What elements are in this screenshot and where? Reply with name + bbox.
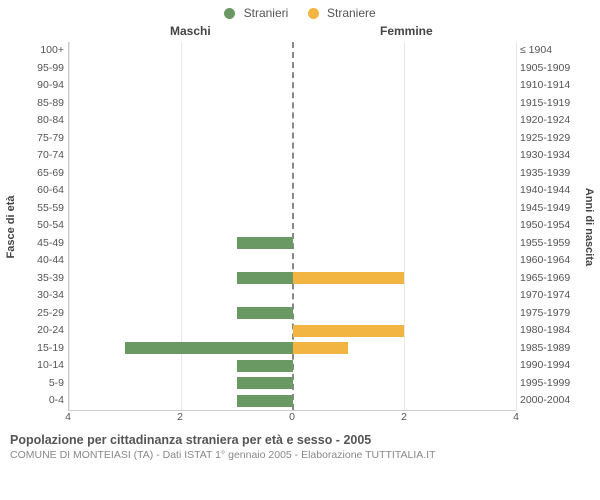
bar-row <box>69 80 516 92</box>
legend-item-male[interactable]: Stranieri <box>224 6 291 20</box>
bar-row <box>69 342 516 354</box>
bar-female[interactable] <box>293 272 405 284</box>
age-label: 65-69 <box>18 165 64 183</box>
bar-row <box>69 237 516 249</box>
bar-male[interactable] <box>237 307 293 319</box>
column-headers: Maschi Femmine <box>0 24 600 42</box>
bar-row <box>69 45 516 57</box>
birth-label: 1985-1989 <box>520 340 582 358</box>
bar-male[interactable] <box>237 272 293 284</box>
bar-row <box>69 115 516 127</box>
birth-label: ≤ 1904 <box>520 42 582 60</box>
age-label: 85-89 <box>18 95 64 113</box>
y-axis-label-left: Fasce di età <box>4 42 18 411</box>
header-female: Femmine <box>380 24 433 38</box>
birth-label: 1965-1969 <box>520 270 582 288</box>
bar-row <box>69 360 516 372</box>
age-labels: 100+95-9990-9485-8980-8475-7970-7465-696… <box>18 42 68 411</box>
age-label: 95-99 <box>18 60 64 78</box>
age-label: 100+ <box>18 42 64 60</box>
x-axis: 4 2 0 2 4 <box>0 411 600 427</box>
bar-row <box>69 272 516 284</box>
chart: Fasce di età 100+95-9990-9485-8980-8475-… <box>0 42 600 411</box>
y-axis-label-right: Anni di nascita <box>582 42 596 411</box>
age-label: 75-79 <box>18 130 64 148</box>
header-male: Maschi <box>170 24 211 38</box>
legend: Stranieri Straniere <box>0 0 600 24</box>
bar-row <box>69 377 516 389</box>
age-label: 0-4 <box>18 392 64 410</box>
birth-label: 2000-2004 <box>520 392 582 410</box>
bar-row <box>69 220 516 232</box>
x-tick-label: 4 <box>513 411 519 423</box>
chart-subtitle: COMUNE DI MONTEIASI (TA) - Dati ISTAT 1°… <box>10 449 590 461</box>
age-label: 35-39 <box>18 270 64 288</box>
bar-row <box>69 132 516 144</box>
age-label: 5-9 <box>18 375 64 393</box>
birth-label: 1980-1984 <box>520 322 582 340</box>
bar-row <box>69 97 516 109</box>
age-label: 90-94 <box>18 77 64 95</box>
bar-row <box>69 167 516 179</box>
birth-label: 1995-1999 <box>520 375 582 393</box>
birth-label: 1920-1924 <box>520 112 582 130</box>
age-label: 30-34 <box>18 287 64 305</box>
legend-label-female: Straniere <box>327 6 376 20</box>
age-label: 25-29 <box>18 305 64 323</box>
birth-label: 1970-1974 <box>520 287 582 305</box>
bar-row <box>69 185 516 197</box>
gridline <box>516 42 517 410</box>
birth-label: 1930-1934 <box>520 147 582 165</box>
bar-row <box>69 290 516 302</box>
age-label: 80-84 <box>18 112 64 130</box>
bar-row <box>69 395 516 407</box>
x-tick-label: 2 <box>177 411 183 423</box>
bar-row <box>69 202 516 214</box>
age-label: 70-74 <box>18 147 64 165</box>
bar-row <box>69 150 516 162</box>
birth-label: 1925-1929 <box>520 130 582 148</box>
x-tick-label: 2 <box>401 411 407 423</box>
bar-male[interactable] <box>237 360 293 372</box>
birth-label: 1960-1964 <box>520 252 582 270</box>
birth-label: 1940-1944 <box>520 182 582 200</box>
birth-label: 1950-1954 <box>520 217 582 235</box>
x-tick-label: 4 <box>65 411 71 423</box>
footer: Popolazione per cittadinanza straniera p… <box>0 427 600 461</box>
birth-label: 1990-1994 <box>520 357 582 375</box>
age-label: 15-19 <box>18 340 64 358</box>
bar-row <box>69 307 516 319</box>
birth-label: 1945-1949 <box>520 200 582 218</box>
bar-male[interactable] <box>125 342 293 354</box>
age-label: 10-14 <box>18 357 64 375</box>
birth-label: 1910-1914 <box>520 77 582 95</box>
legend-swatch-female <box>308 8 319 19</box>
birth-label: 1915-1919 <box>520 95 582 113</box>
bar-female[interactable] <box>293 325 405 337</box>
age-label: 55-59 <box>18 200 64 218</box>
x-tick-label: 0 <box>289 411 295 423</box>
age-label: 20-24 <box>18 322 64 340</box>
legend-label-male: Stranieri <box>244 6 289 20</box>
age-label: 50-54 <box>18 217 64 235</box>
birth-year-labels: ≤ 19041905-19091910-19141915-19191920-19… <box>516 42 582 411</box>
legend-item-female[interactable]: Straniere <box>308 6 376 20</box>
bar-male[interactable] <box>237 237 293 249</box>
legend-swatch-male <box>224 8 235 19</box>
birth-label: 1975-1979 <box>520 305 582 323</box>
age-label: 45-49 <box>18 235 64 253</box>
plot-area <box>68 42 516 411</box>
age-label: 60-64 <box>18 182 64 200</box>
birth-label: 1955-1959 <box>520 235 582 253</box>
bar-male[interactable] <box>237 395 293 407</box>
bar-female[interactable] <box>293 342 349 354</box>
bar-row <box>69 62 516 74</box>
age-label: 40-44 <box>18 252 64 270</box>
birth-label: 1905-1909 <box>520 60 582 78</box>
chart-title: Popolazione per cittadinanza straniera p… <box>10 433 590 447</box>
bar-row <box>69 325 516 337</box>
bar-male[interactable] <box>237 377 293 389</box>
birth-label: 1935-1939 <box>520 165 582 183</box>
bar-row <box>69 255 516 267</box>
